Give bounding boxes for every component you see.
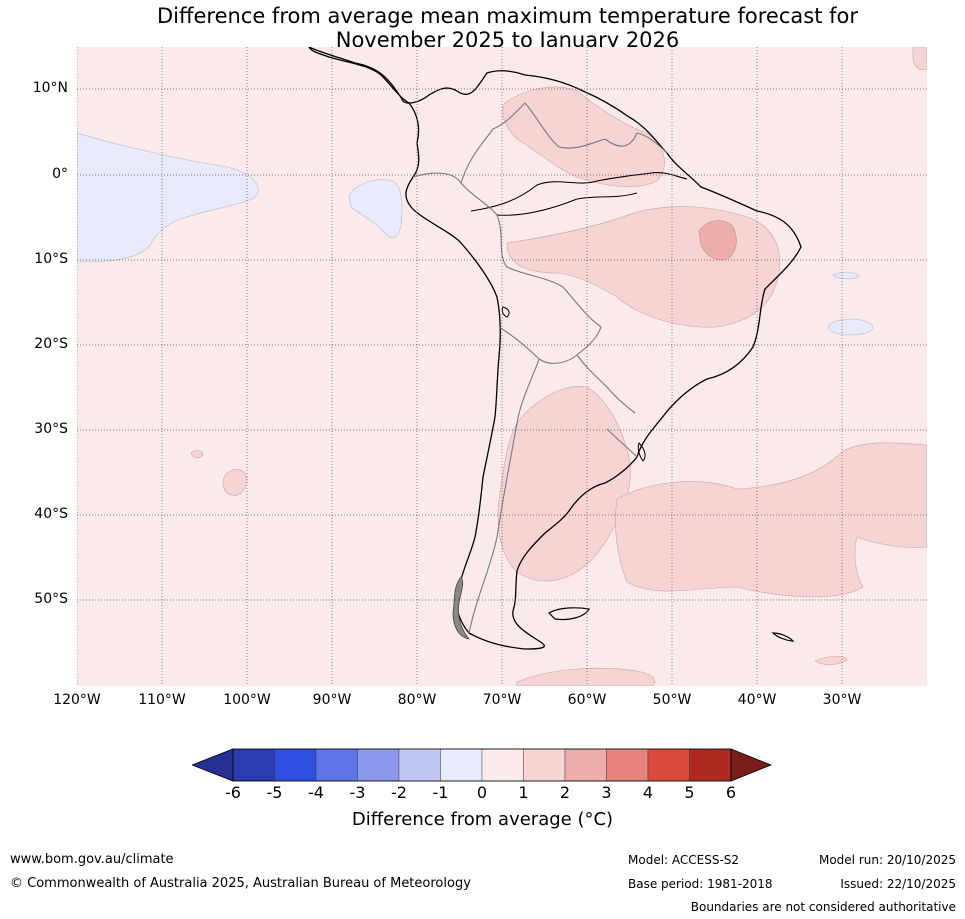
model-run-date: Model run: 20/10/2025 (818, 853, 956, 867)
colorbar-segment (689, 748, 732, 782)
website-link[interactable]: www.bom.gov.au/climate (10, 852, 174, 867)
colorbar-segment (357, 748, 400, 782)
lon-label-50w: 50°W (652, 692, 692, 708)
colorbar-extend-low (192, 748, 234, 782)
colorbar-segment (315, 748, 358, 782)
colorbar-segment (564, 748, 607, 782)
chart-title: Difference from average mean maximum tem… (0, 4, 965, 52)
border-uruguay (606, 428, 638, 458)
warm-anomaly-south-atlantic (615, 442, 927, 598)
border-peru-brazil-bolivia (496, 214, 602, 328)
lon-label-70w: 70°W (482, 692, 522, 708)
colorbar-tick-label: 4 (642, 783, 654, 802)
border-colombia-venezuela (460, 102, 526, 184)
chile-fjord-islands (452, 576, 470, 640)
colorbar-tick-label: -2 (391, 783, 407, 802)
graticule (77, 47, 927, 686)
warm-anomaly-northeast-corner (912, 47, 927, 70)
border-bolivia-argentina (498, 326, 602, 364)
colorbar-segment (606, 748, 649, 782)
colorbar (192, 748, 773, 782)
map-panel (77, 47, 927, 686)
colorbar-tick-label: 1 (518, 783, 529, 802)
base-period: Base period: 1981-2018 (628, 877, 773, 891)
lon-label-30w: 30°W (822, 692, 862, 708)
lat-label-50s: 50°S (34, 591, 68, 607)
cool-anomaly-galapagos (348, 179, 403, 238)
south-georgia-island (771, 632, 795, 642)
border-guianas (604, 132, 668, 154)
colorbar-tick-label: 0 (476, 783, 488, 802)
country-borders (412, 102, 668, 634)
colorbar-segment (523, 748, 566, 782)
colorbar-segment (398, 748, 441, 782)
lat-label-10s: 10°S (34, 251, 68, 267)
lon-label-60w: 60°W (567, 692, 607, 708)
title-line-1: Difference from average mean maximum tem… (157, 4, 858, 28)
border-chile-argentina (468, 358, 540, 634)
lon-label-120w: 120°W (53, 692, 101, 708)
lon-label-80w: 80°W (397, 692, 437, 708)
border-paraguay (576, 354, 636, 414)
south-america-coastline (308, 47, 802, 650)
colorbar-tick-label: 3 (601, 783, 612, 802)
colorbar-frame (232, 748, 732, 782)
colorbar-segment (274, 748, 317, 782)
cool-anomaly-small (832, 271, 860, 280)
warm-anomaly-subantarctic (516, 667, 656, 686)
amazon-tributary (496, 192, 638, 216)
border-venezuela-brazil (524, 102, 606, 149)
colorbar-tick-label: -6 (225, 783, 241, 802)
lon-label-40w: 40°W (737, 692, 777, 708)
colorbar-tick-label: -3 (349, 783, 366, 802)
colorbar-segment (232, 748, 275, 782)
colorbar-label: Difference from average (°C) (351, 809, 614, 830)
colorbar-extend-high (730, 748, 773, 782)
warm-anomaly-south-georgia (814, 656, 848, 665)
lat-label-30s: 30°S (34, 421, 68, 437)
boundaries-disclaimer: Boundaries are not considered authoritat… (690, 900, 956, 914)
lon-label-110w: 110°W (138, 692, 186, 708)
colorbar-segment (440, 748, 483, 782)
lake-titicaca (501, 306, 510, 318)
lat-label-20s: 20°S (34, 336, 68, 352)
amazon-river (470, 172, 688, 212)
lagoa-dos-patos (637, 442, 646, 462)
lat-label-10n: 10°N (32, 80, 68, 96)
colorbar-tick-label: -1 (432, 783, 449, 802)
colorbar-tick-label: 6 (725, 783, 737, 802)
warm-anomaly-guianas (502, 86, 665, 188)
cool-anomaly-equatorial-pacific (77, 132, 259, 263)
warm-anomaly-small-pacific (190, 450, 204, 459)
forecast-map (77, 47, 927, 686)
falkland-islands (548, 607, 590, 621)
issued-date: Issued: 22/10/2025 (840, 877, 956, 891)
colorbar-tick-label: -5 (266, 783, 283, 802)
colorbar-tick-label: 2 (559, 783, 571, 802)
lon-label-100w: 100°W (223, 692, 271, 708)
lat-label-40s: 40°S (34, 506, 68, 522)
warm-anomaly-east-pacific (222, 469, 248, 496)
lon-label-90w: 90°W (312, 692, 352, 708)
colorbar-segment (481, 748, 524, 782)
copyright-text: © Commonwealth of Australia 2025, Austra… (10, 876, 471, 891)
model-name: Model: ACCESS-S2 (628, 853, 740, 867)
colorbar-tick-label: 5 (684, 783, 695, 802)
colorbar-tick-label: -4 (308, 783, 324, 802)
warm-anomaly-2-to-3-northeast-brazil (698, 220, 737, 261)
cool-anomaly-south-atlantic (828, 318, 873, 336)
colorbar-segment (647, 748, 690, 782)
lat-label-0: 0° (52, 166, 68, 182)
